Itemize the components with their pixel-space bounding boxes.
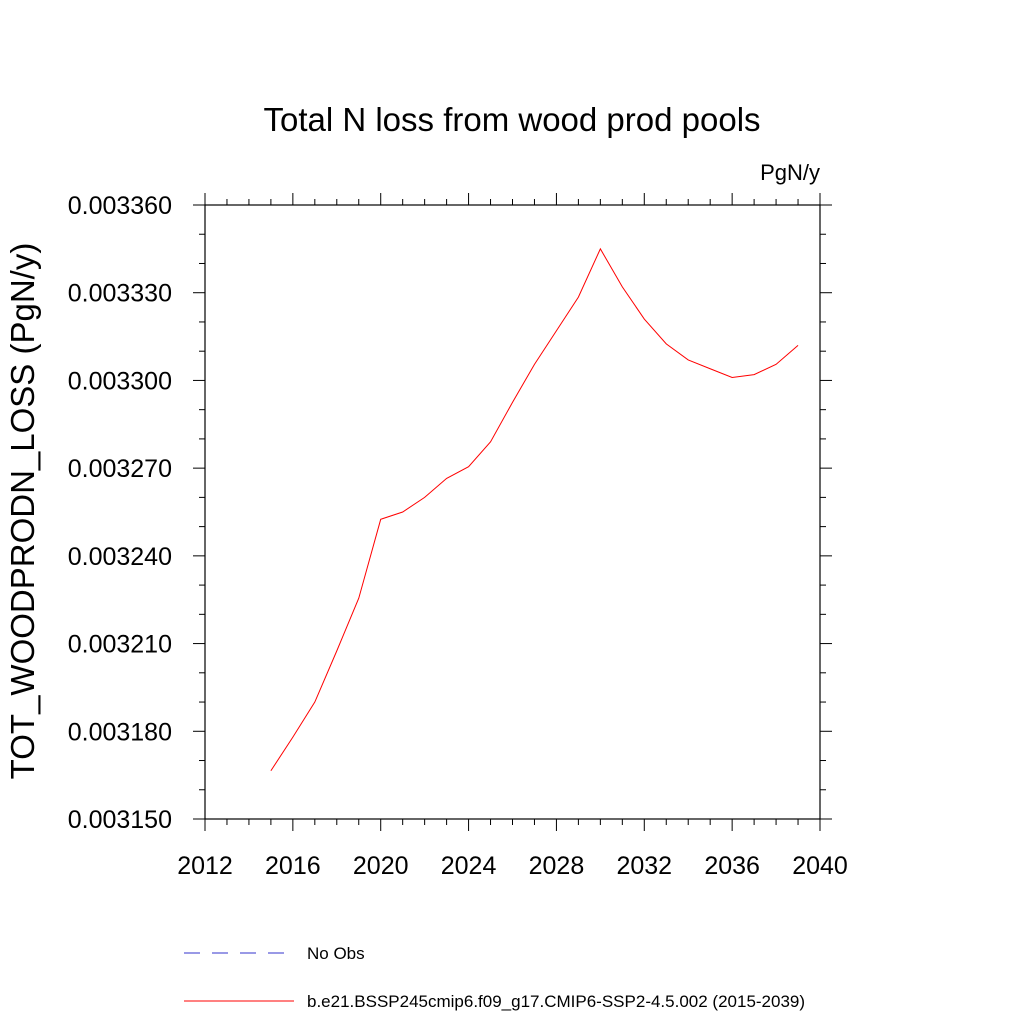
y-tick-label: 0.003360 [68, 192, 172, 220]
data-point [292, 737, 293, 738]
y-tick-label: 0.003240 [68, 543, 172, 571]
x-tick-label: 2016 [265, 852, 321, 880]
data-point [688, 359, 689, 360]
data-point [556, 330, 557, 331]
data-point [336, 650, 337, 651]
data-point [622, 286, 623, 287]
series-line [270, 247, 799, 772]
plot-frame [204, 204, 821, 820]
data-point [775, 364, 776, 365]
data-point [732, 377, 733, 378]
y-tick-label: 0.003150 [68, 806, 172, 834]
y-tick-label: 0.003210 [68, 631, 172, 659]
data-point [534, 364, 535, 365]
x-tick-label: 2020 [353, 852, 409, 880]
x-tick-label: 2024 [441, 852, 497, 880]
data-point [402, 511, 403, 512]
y-tick-label: 0.003300 [68, 367, 172, 395]
data-point [797, 345, 798, 346]
data-point [424, 497, 425, 498]
chart-title: Total N loss from wood prod pools [263, 101, 760, 138]
data-point [380, 519, 381, 520]
data-point [270, 770, 271, 771]
data-point [666, 343, 667, 344]
data-point [358, 598, 359, 599]
chart-units-label: PgN/y [760, 160, 820, 185]
data-point [578, 297, 579, 298]
data-point [600, 248, 601, 249]
data-point [314, 701, 315, 702]
data-point [512, 402, 513, 403]
data-point [754, 374, 755, 375]
x-tick-label: 2036 [704, 852, 760, 880]
y-tick-label: 0.003330 [68, 280, 172, 308]
x-tick-label: 2012 [177, 852, 233, 880]
data-point [468, 466, 469, 467]
data-point [446, 478, 447, 479]
legend-label: No Obs [307, 944, 365, 963]
x-tick-label: 2028 [529, 852, 585, 880]
x-tick-label: 2040 [792, 852, 848, 880]
y-axis-label: TOT_WOODPRODN_LOSS (PgN/y) [4, 243, 41, 780]
y-tick-label: 0.003180 [68, 718, 172, 746]
data-point [710, 368, 711, 369]
data-point [490, 441, 491, 442]
legend-label: b.e21.BSSP245cmip6.f09_g17.CMIP6-SSP2-4.… [307, 992, 805, 1011]
x-tick-label: 2032 [616, 852, 672, 880]
y-tick-label: 0.003270 [68, 455, 172, 483]
data-point [644, 318, 645, 319]
